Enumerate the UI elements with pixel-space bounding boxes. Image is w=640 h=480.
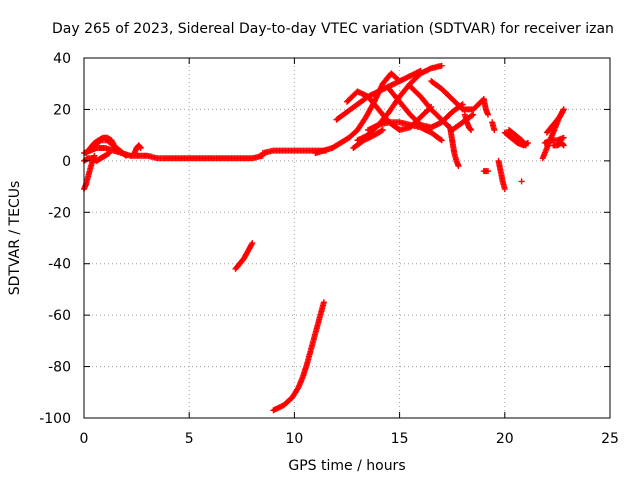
data-point-marker [518,178,525,185]
series-drop-3 [480,96,491,118]
data-point-marker [522,142,529,149]
data-point-marker [469,112,476,119]
y-tick-label: -100 [39,411,71,427]
axis-ticks: 0 5 10 15 20 25 -100 -80 -60 -40 -20 0 20 40 [39,51,619,447]
data-point-marker [485,111,491,118]
data-point-marker [123,152,130,159]
plot-frame [83,57,611,419]
data-point-marker [438,62,445,69]
y-tick-label: 40 [53,51,71,67]
series-early-blip [131,142,144,157]
data-point-marker [249,240,256,247]
chart-title: Day 265 of 2023, Sidereal Day-to-day VTE… [52,21,614,37]
x-tick-label: 15 [391,431,409,447]
data-point-marker [491,127,498,133]
series-track-upper [232,240,256,272]
data-point-marker [468,127,475,133]
x-tick-label: 25 [601,431,619,447]
series-stray-2 [489,119,498,133]
data-point-marker [501,186,508,193]
y-tick-label: 20 [53,102,71,118]
data-point-marker [455,163,462,169]
series-late-2 [541,134,567,146]
y-tick-label: -20 [48,205,71,221]
y-axis-label: SDTVAR / TECUs [7,181,23,296]
series-arc-6 [407,83,477,133]
data-point-marker [137,145,144,151]
data-point-marker [560,106,567,113]
series-tail-a [495,157,508,193]
data-point-marker [437,136,444,143]
data-point-marker [379,127,386,133]
series-stray-1 [480,168,491,175]
series-drop-1 [447,124,462,169]
y-tick-label: -40 [48,257,71,273]
data-point-marker [522,141,528,148]
data-point-marker [485,168,491,175]
data-points [81,62,567,414]
x-tick-label: 0 [80,431,89,447]
y-tick-label: -60 [48,308,71,324]
data-point-marker [459,101,466,108]
series-drop-2 [461,111,475,133]
series-arc-8 [365,119,445,144]
series-arc-9 [350,127,386,151]
series-late-3 [543,106,567,136]
x-tick-label: 20 [496,431,514,447]
data-point-marker [560,142,567,149]
data-point-marker [470,111,477,118]
data-point-marker [320,299,327,306]
y-tick-label: 0 [62,154,71,170]
data-point-marker [106,150,113,157]
grid-lines [84,58,610,418]
y-tick-label: -80 [48,360,71,376]
data-point-marker [560,134,567,141]
series-track-steep [270,299,327,414]
series-early-lobe-b [91,137,130,159]
x-axis-label: GPS time / hours [288,458,405,474]
data-point-marker [122,151,128,158]
series-arc-7 [428,78,487,113]
x-tick-label: 5 [185,431,194,447]
series-stray-3 [518,178,525,185]
data-point-marker [438,137,445,144]
series-late-4 [550,139,567,149]
series-tail-c [506,127,529,149]
x-tick-label: 10 [285,431,303,447]
